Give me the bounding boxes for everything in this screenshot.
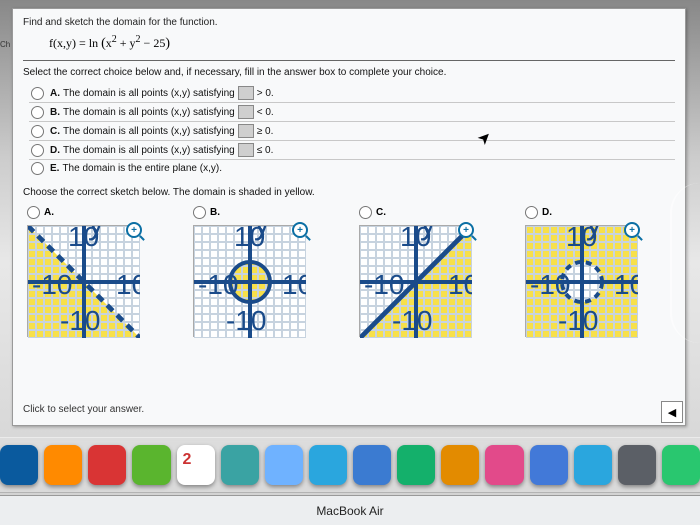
magnify-icon[interactable] <box>458 222 474 238</box>
dock-app-icon[interactable] <box>662 445 700 485</box>
macos-dock[interactable]: 2 <box>0 437 700 493</box>
edge-text: Ch <box>0 40 10 49</box>
dock-app-icon[interactable] <box>530 445 568 485</box>
prev-page-button[interactable]: ◀ <box>661 401 683 423</box>
graph-d-radio[interactable] <box>525 206 538 219</box>
svg-text:10: 10 <box>614 269 638 300</box>
graph-c-radio[interactable] <box>359 206 372 219</box>
svg-text:-10: -10 <box>198 269 238 300</box>
svg-text:10: 10 <box>448 269 472 300</box>
svg-text:-10: -10 <box>60 305 100 336</box>
svg-text:-10: -10 <box>392 305 432 336</box>
sketch-instruction: Choose the correct sketch below. The dom… <box>23 187 675 198</box>
divider <box>23 60 675 61</box>
click-to-select-msg: Click to select your answer. <box>23 404 144 415</box>
dock-app-icon[interactable] <box>574 445 612 485</box>
select-instruction: Select the correct choice below and, if … <box>23 67 675 78</box>
dock-app-icon[interactable]: 2 <box>177 445 215 485</box>
magnify-icon[interactable] <box>292 222 308 238</box>
page-edge-fragments: Ch <box>0 40 10 49</box>
choice-b[interactable]: B. The domain is all points (x,y) satisf… <box>29 102 675 121</box>
laptop-bezel-label: MacBook Air <box>0 495 700 525</box>
graph-c-svg: y 10 -10 10 -10 <box>360 226 472 338</box>
dock-app-icon[interactable] <box>309 445 347 485</box>
choice-a[interactable]: A. The domain is all points (x,y) satisf… <box>29 84 675 102</box>
problem-title: Find and sketch the domain for the funct… <box>23 17 675 28</box>
svg-text:-10: -10 <box>226 305 266 336</box>
dock-app-icon[interactable] <box>618 445 656 485</box>
magnify-icon[interactable] <box>126 222 142 238</box>
dock-app-icon[interactable] <box>132 445 170 485</box>
choice-c-radio[interactable] <box>31 125 44 138</box>
answer-box[interactable] <box>238 143 254 157</box>
choice-c[interactable]: C. The domain is all points (x,y) satisf… <box>29 121 675 140</box>
graph-option-c[interactable]: C. y 10 -10 10 -10 <box>359 206 471 337</box>
choice-e[interactable]: E. The domain is the entire plane (x,y). <box>29 159 675 177</box>
graph-options-row: A. y 10 -10 10 -10 <box>23 206 675 337</box>
svg-text:10: 10 <box>400 226 431 252</box>
svg-text:-10: -10 <box>32 269 72 300</box>
choice-list: A. The domain is all points (x,y) satisf… <box>29 84 675 177</box>
graph-option-a[interactable]: A. y 10 -10 10 -10 <box>27 206 139 337</box>
dock-app-icon[interactable] <box>265 445 303 485</box>
graph-a-radio[interactable] <box>27 206 40 219</box>
graph-d-svg: y 10 -10 10 -10 <box>526 226 638 338</box>
choice-a-radio[interactable] <box>31 87 44 100</box>
dock-app-icon[interactable] <box>485 445 523 485</box>
svg-text:10: 10 <box>282 269 306 300</box>
choice-b-radio[interactable] <box>31 106 44 119</box>
answer-box[interactable] <box>238 124 254 138</box>
magnify-icon[interactable] <box>624 222 640 238</box>
svg-text:-10: -10 <box>558 305 598 336</box>
svg-text:10: 10 <box>234 226 265 252</box>
dock-app-icon[interactable] <box>44 445 82 485</box>
dock-app-icon[interactable] <box>88 445 126 485</box>
graph-a-svg: y 10 -10 10 -10 <box>28 226 140 338</box>
graph-option-d[interactable]: D. y 10 -10 10 -10 <box>525 206 637 337</box>
graph-option-b[interactable]: B. y 10 -10 10 -10 <box>193 206 305 337</box>
svg-text:10: 10 <box>68 226 99 252</box>
answer-box[interactable] <box>238 105 254 119</box>
choice-d-radio[interactable] <box>31 144 44 157</box>
dock-app-icon[interactable] <box>353 445 391 485</box>
answer-box[interactable] <box>238 86 254 100</box>
svg-text:10: 10 <box>566 226 597 252</box>
function-formula: f(x,y) = ln (x2 + y2 − 25) <box>49 34 675 52</box>
dock-app-icon[interactable] <box>0 445 38 485</box>
macbook-label: MacBook Air <box>316 504 383 518</box>
question-card: Find and sketch the domain for the funct… <box>12 8 686 426</box>
dock-app-icon[interactable] <box>221 445 259 485</box>
svg-text:-10: -10 <box>364 269 404 300</box>
svg-text:-10: -10 <box>530 269 570 300</box>
choice-e-radio[interactable] <box>31 162 44 175</box>
graph-b-radio[interactable] <box>193 206 206 219</box>
dock-app-icon[interactable] <box>397 445 435 485</box>
dock-app-icon[interactable] <box>441 445 479 485</box>
graph-b-svg: y 10 -10 10 -10 <box>194 226 306 338</box>
choice-d[interactable]: D. The domain is all points (x,y) satisf… <box>29 140 675 159</box>
svg-text:10: 10 <box>116 269 140 300</box>
